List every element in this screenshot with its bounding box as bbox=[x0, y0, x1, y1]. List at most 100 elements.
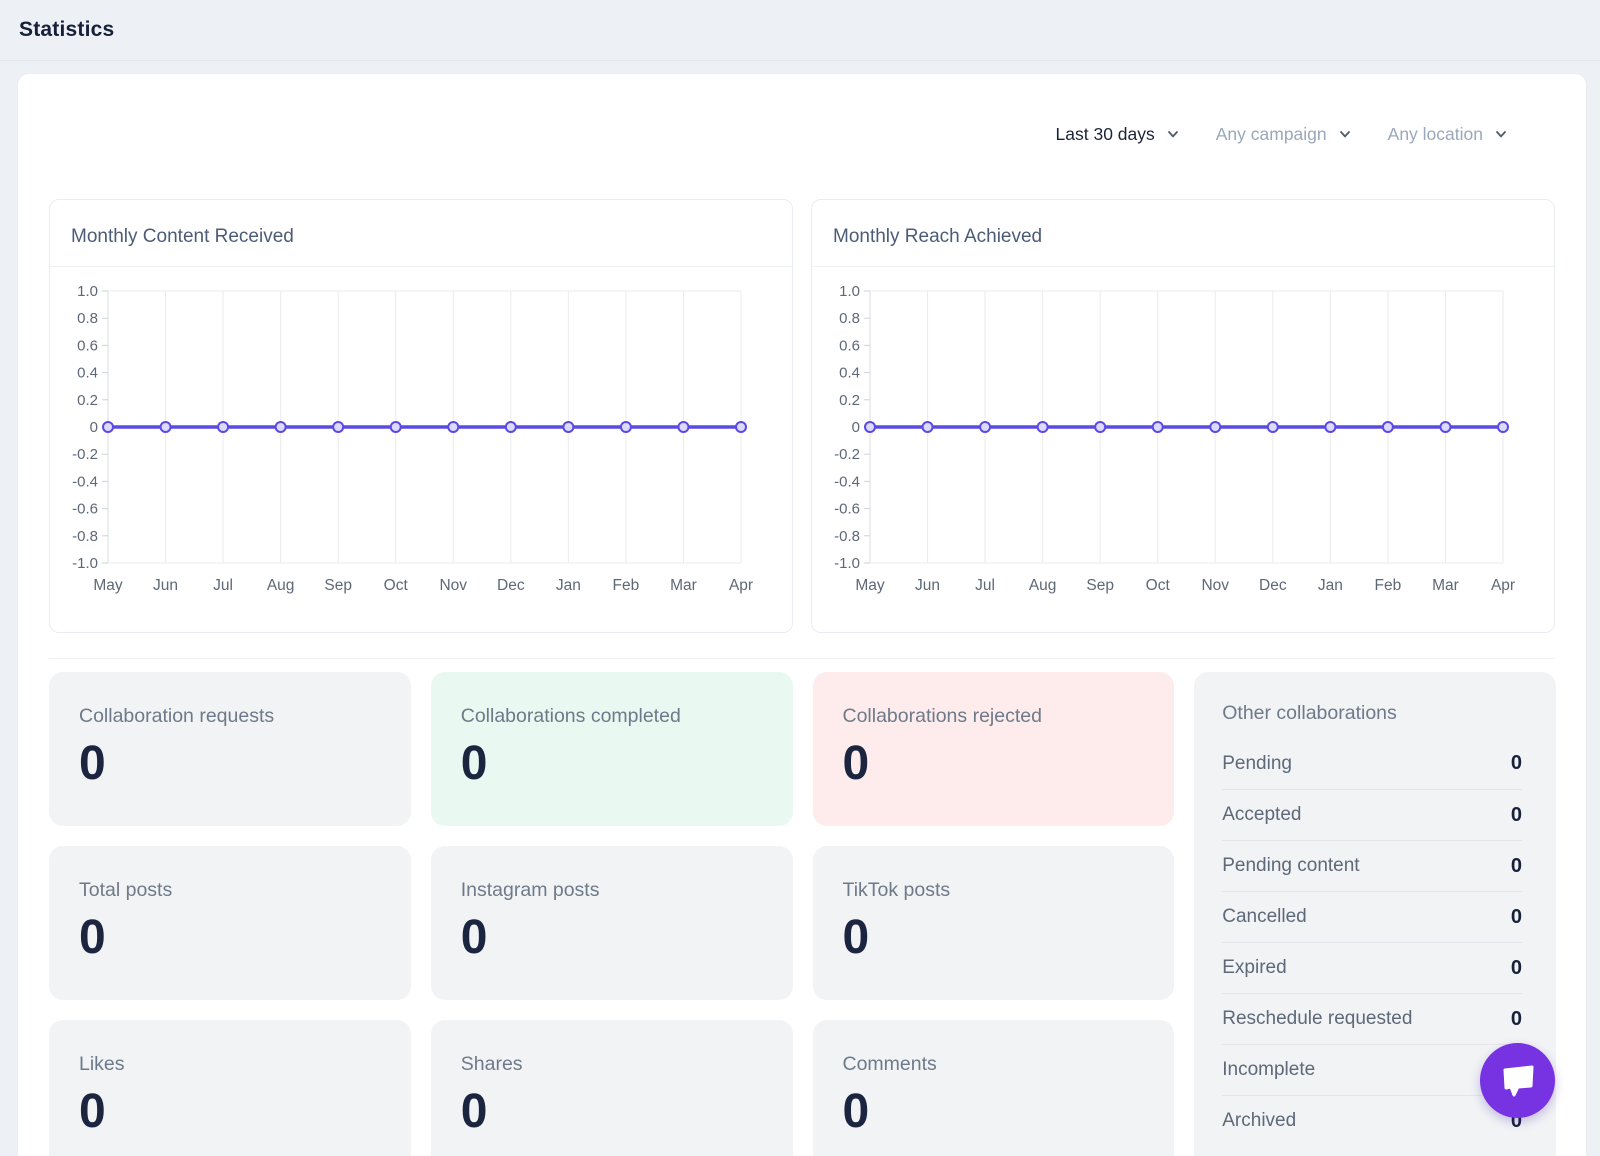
svg-text:Nov: Nov bbox=[1201, 577, 1229, 594]
stat-card-collaboration-requests: Collaboration requests 0 bbox=[49, 672, 411, 826]
svg-text:Jul: Jul bbox=[213, 577, 233, 594]
other-row-cancelled: Cancelled 0 bbox=[1222, 891, 1522, 942]
stat-label: TikTok posts bbox=[842, 879, 951, 901]
svg-text:Feb: Feb bbox=[613, 577, 640, 594]
svg-text:-0.2: -0.2 bbox=[834, 446, 860, 463]
page-header: Statistics bbox=[0, 0, 1600, 61]
chart-title: Monthly Content Received bbox=[71, 226, 294, 247]
chevron-down-icon bbox=[1167, 131, 1178, 138]
row-value: 0 bbox=[1510, 956, 1522, 979]
svg-text:-0.6: -0.6 bbox=[834, 501, 860, 518]
svg-text:-0.2: -0.2 bbox=[72, 446, 98, 463]
charts-row: Monthly Content Received 1.0 0.8 0.6 0.4 0.2… bbox=[18, 199, 1586, 633]
svg-text:-0.6: -0.6 bbox=[72, 501, 98, 518]
svg-text:Mar: Mar bbox=[1432, 577, 1459, 594]
svg-text:Oct: Oct bbox=[384, 577, 409, 594]
svg-text:0.4: 0.4 bbox=[77, 365, 98, 382]
chat-bubble-icon bbox=[1503, 1065, 1533, 1096]
svg-text:Mar: Mar bbox=[670, 577, 697, 594]
row-label: Cancelled bbox=[1222, 906, 1307, 927]
other-row-incomplete: Incomplete 0 bbox=[1222, 1044, 1522, 1095]
chart-title: Monthly Reach Achieved bbox=[833, 226, 1043, 247]
stat-card-likes: Likes 0 bbox=[49, 1020, 411, 1156]
campaign-filter[interactable]: Any campaign bbox=[1216, 124, 1352, 145]
row-value: 0 bbox=[1510, 905, 1522, 928]
other-row-archived: Archived 0 bbox=[1222, 1095, 1522, 1146]
svg-text:0: 0 bbox=[90, 419, 98, 436]
stat-label: Shares bbox=[460, 1053, 523, 1075]
row-value: 0 bbox=[1510, 1007, 1522, 1030]
stat-label: Collaborations completed bbox=[460, 705, 681, 727]
stat-label: Comments bbox=[842, 1053, 937, 1075]
row-label: Pending bbox=[1222, 752, 1292, 774]
svg-text:-1.0: -1.0 bbox=[72, 555, 98, 572]
row-label: Archived bbox=[1222, 1110, 1297, 1131]
row-label: Expired bbox=[1222, 957, 1287, 978]
row-label: Reschedule requested bbox=[1222, 1008, 1413, 1029]
row-label: Pending content bbox=[1222, 855, 1360, 876]
svg-text:Jan: Jan bbox=[556, 577, 581, 594]
svg-text:Oct: Oct bbox=[1146, 577, 1171, 594]
svg-text:Jan: Jan bbox=[1318, 577, 1343, 594]
svg-text:Dec: Dec bbox=[497, 577, 525, 594]
svg-text:Sep: Sep bbox=[1086, 577, 1114, 594]
campaign-filter-label: Any campaign bbox=[1215, 123, 1327, 144]
svg-text:1.0: 1.0 bbox=[839, 283, 860, 300]
svg-text:-0.8: -0.8 bbox=[834, 528, 860, 545]
date-range-filter[interactable]: Last 30 days bbox=[1056, 124, 1180, 145]
stat-label: Total posts bbox=[79, 879, 173, 901]
other-row-reschedule-requested: Reschedule requested 0 bbox=[1222, 993, 1522, 1044]
chart-monthly-reach-achieved: Monthly Reach Achieved 1.0 0.8 0.6 0.4 0.2 0 -… bbox=[811, 199, 1555, 633]
svg-text:0.6: 0.6 bbox=[839, 337, 860, 354]
svg-text:-0.4: -0.4 bbox=[72, 473, 98, 490]
svg-text:0.8: 0.8 bbox=[77, 310, 98, 327]
row-value: 0 bbox=[1510, 854, 1522, 877]
stat-value: 0 bbox=[460, 911, 488, 964]
chat-widget-button[interactable] bbox=[1480, 1043, 1555, 1118]
statistics-card: Last 30 days Any campaign Any location M… bbox=[17, 73, 1587, 1156]
page-title: Statistics bbox=[19, 18, 115, 41]
stat-card-collaborations-completed: Collaborations completed 0 bbox=[430, 672, 793, 826]
stat-value: 0 bbox=[79, 737, 106, 790]
other-row-expired: Expired 0 bbox=[1222, 942, 1522, 993]
svg-text:0.6: 0.6 bbox=[77, 337, 98, 354]
svg-text:Dec: Dec bbox=[1259, 577, 1287, 594]
stats-grid: Other collaborations Pending 0 Accepted … bbox=[49, 672, 1556, 1156]
svg-text:0.4: 0.4 bbox=[839, 365, 860, 382]
svg-text:Apr: Apr bbox=[729, 577, 753, 594]
stat-card-tiktok-posts: TikTok posts 0 bbox=[812, 846, 1175, 1000]
other-collaborations-rows: Pending 0 Accepted 0 Pending content 0 C… bbox=[1222, 738, 1522, 1146]
svg-text:0.8: 0.8 bbox=[839, 310, 860, 327]
svg-text:Aug: Aug bbox=[1029, 577, 1057, 594]
stat-value: 0 bbox=[460, 1085, 488, 1138]
stat-card-collaborations-rejected: Collaborations rejected 0 bbox=[812, 672, 1175, 826]
stat-label: Likes bbox=[79, 1053, 125, 1075]
line-chart: 1.0 0.8 0.6 0.4 0.2 0 -0.2 -0.4 -0.6 -0.8 -1.0 May J… bbox=[812, 267, 1554, 614]
other-row-pending: Pending 0 bbox=[1222, 738, 1522, 789]
stat-label: Instagram posts bbox=[460, 879, 600, 901]
other-collaborations-title: Other collaborations bbox=[1222, 702, 1397, 724]
chevron-down-icon bbox=[1339, 131, 1350, 138]
chart-header: Monthly Reach Achieved bbox=[812, 200, 1554, 267]
chart-monthly-content-received: Monthly Content Received 1.0 0.8 0.6 0.4 0.2… bbox=[49, 199, 793, 633]
svg-text:Feb: Feb bbox=[1375, 577, 1402, 594]
date-range-filter-label: Last 30 days bbox=[1055, 123, 1155, 144]
row-label: Accepted bbox=[1222, 804, 1302, 825]
svg-text:-0.4: -0.4 bbox=[834, 473, 860, 490]
svg-text:Apr: Apr bbox=[1491, 577, 1515, 594]
section-divider bbox=[49, 658, 1555, 659]
stat-value: 0 bbox=[460, 737, 488, 790]
row-label: Incomplete bbox=[1222, 1059, 1316, 1080]
svg-text:0: 0 bbox=[852, 419, 860, 436]
location-filter[interactable]: Any location bbox=[1388, 124, 1508, 145]
svg-text:Jun: Jun bbox=[915, 577, 940, 594]
stat-card-total-posts: Total posts 0 bbox=[49, 846, 411, 1000]
stat-card-comments: Comments 0 bbox=[812, 1020, 1175, 1156]
svg-text:May: May bbox=[855, 577, 885, 594]
row-value: 0 bbox=[1510, 752, 1522, 774]
stat-card-shares: Shares 0 bbox=[430, 1020, 793, 1156]
stat-card-instagram-posts: Instagram posts 0 bbox=[430, 846, 793, 1000]
stat-value: 0 bbox=[842, 737, 870, 790]
other-row-pending-content: Pending content 0 bbox=[1222, 840, 1522, 891]
svg-text:Jun: Jun bbox=[153, 577, 178, 594]
